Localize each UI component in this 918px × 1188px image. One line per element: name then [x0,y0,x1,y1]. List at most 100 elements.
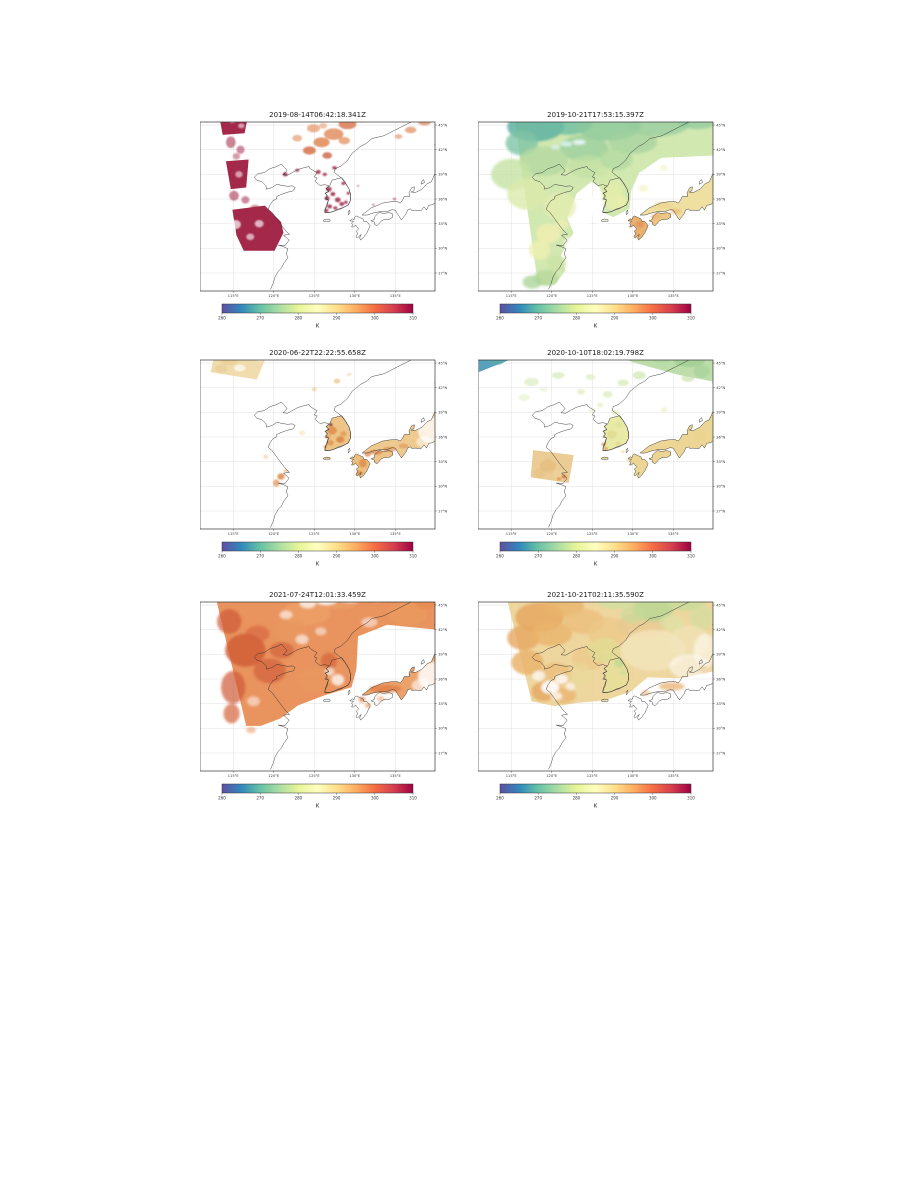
colorbar-tick-label: 290 [611,796,619,801]
map-plot: 45°N 42°N 39°N 36°N 33°N 30°N 27°N 115°E 120°E 12… [199,601,448,778]
panel-title: 2020-06-22T22:22:55.658Z [269,349,366,357]
y-axis-tick-label: 42°N [438,386,447,390]
colorbar-tick-label: 270 [534,554,542,559]
colorbar-tick-label: 300 [371,796,379,801]
colorbar-gradient [221,541,414,552]
colorbar-tick-label: 310 [409,316,417,321]
x-axis-tick-label: 125°E [587,532,599,536]
y-axis-tick-label: 36°N [716,677,725,681]
coastline-sado [420,417,425,423]
y-axis-tick-label: 39°N [716,411,725,415]
land-fill-kyushu [627,215,649,241]
colorbar-tick-label: 300 [371,316,379,321]
y-axis-tick-label: 27°N [716,509,725,513]
x-axis-tick-label: 125°E [309,774,321,778]
map-panel: 2019-08-14T06:42:18.341Z 45°N 42°N 39°N 36°N… [199,108,468,332]
y-axis-tick-label: 39°N [438,411,447,415]
y-axis-tick-label: 27°N [716,271,725,275]
colorbar-tick-label: 270 [256,316,264,321]
panel-title: 2021-07-24T12:01:33.459Z [269,591,366,599]
coastline-honshu [639,653,713,701]
coastline-kyushu [627,215,649,241]
colorbar-tick-label: 310 [687,316,695,321]
y-axis-tick-label: 30°N [716,247,725,251]
x-axis-tick-label: 130°E [349,532,361,536]
colorbar-label: K [316,562,320,568]
y-axis-tick-label: 45°N [716,361,725,365]
x-axis-tick-label: 125°E [309,294,321,298]
x-axis-tick-label: 135°E [668,294,680,298]
coastline-shikoku [648,450,672,465]
data-patches [214,360,435,487]
y-axis-tick-label: 33°N [438,222,447,226]
coastline-tsushima [347,689,351,696]
panel-title: 2019-10-21T17:53:15.397Z [547,111,644,119]
x-axis-tick-label: 125°E [587,774,599,778]
map-plot: 45°N 42°N 39°N 36°N 33°N 30°N 27°N 115°E 120°E 12… [477,601,726,778]
colorbar-label: K [316,324,320,330]
colorbar-gradient [221,783,414,794]
map-plot: 45°N 42°N 39°N 36°N 33°N 30°N 27°N 115°E 120°E 12… [477,359,726,536]
map-panel: 2021-07-24T12:01:33.459Z 45°N 42°N 39°N 36°N… [199,588,468,812]
colorbar-tick-label: 290 [333,554,341,559]
land-fill-honshu [640,411,713,458]
panel-title: 2020-10-10T18:02:19.798Z [547,349,644,357]
coastline-skorea [602,177,629,213]
coastline-honshu [361,411,435,459]
x-axis-tick-label: 135°E [390,294,402,298]
x-axis-tick-label: 120°E [546,774,558,778]
colorbar-tick-label: 280 [573,316,581,321]
colorbar-tick-label: 310 [687,554,695,559]
colorbar-gradient [499,303,692,314]
land-fill-kyushu [627,453,649,479]
colorbar-tick-label: 260 [496,316,504,321]
map-frame [199,121,436,292]
coastline-shikoku [370,212,394,227]
colorbar: 260 270 280 290 300 310 K [218,783,417,810]
colorbar-tick-label: 270 [256,796,264,801]
map-figure-svg: 2020-06-22T22:22:55.658Z 45°N 42°N 39°N 36°N… [199,349,448,568]
colorbar-label: K [594,562,598,568]
y-axis-tick-label: 27°N [438,751,447,755]
x-axis-tick-label: 115°E [506,774,518,778]
y-axis-tick-label: 36°N [716,197,725,201]
coastline-sado [698,179,703,185]
x-axis-tick-label: 120°E [546,532,558,536]
data-swath [232,205,284,251]
coastline-shikoku [648,212,672,227]
y-axis-tick-label: 39°N [438,653,447,657]
y-axis-tick-label: 33°N [716,702,725,706]
map-figure-svg: 2019-08-14T06:42:18.341Z 45°N 42°N 39°N 36°N… [199,111,448,330]
land-fill-shikoku [648,450,671,464]
y-axis-tick-label: 33°N [716,460,725,464]
colorbar: 260 270 280 290 300 310 K [218,541,417,568]
panel-title: 2021-10-21T02:11:35.590Z [547,591,644,599]
y-axis-tick-label: 33°N [438,460,447,464]
x-axis-tick-label: 120°E [268,532,280,536]
coastline-shikoku [370,692,394,707]
map-panel: 2020-10-10T18:02:19.798Z 45°N 42°N 39°N 36°N… [477,346,746,570]
x-axis-tick-label: 135°E [668,532,680,536]
land-fill-honshu [362,411,435,458]
x-axis-tick-label: 115°E [228,532,240,536]
y-axis-tick-label: 30°N [716,727,725,731]
colorbar-tick-label: 270 [534,796,542,801]
y-axis-tick-label: 30°N [438,727,447,731]
x-axis-tick-label: 120°E [268,294,280,298]
y-axis-tick-label: 27°N [438,271,447,275]
coastline-sado [698,659,703,665]
y-axis-tick-label: 39°N [716,173,725,177]
colorbar: 260 270 280 290 300 310 K [218,303,417,330]
coastline-tsushima [625,689,629,696]
y-axis-tick-label: 42°N [716,628,725,632]
coastline-tsushima [625,447,629,454]
colorbar-tick-label: 290 [333,316,341,321]
x-axis-tick-label: 120°E [546,294,558,298]
colorbar-tick-label: 280 [295,796,303,801]
coastline-tsushima [625,209,629,216]
colorbar: 260 270 280 290 300 310 K [496,303,695,330]
colorbar-tick-label: 260 [496,554,504,559]
colorbar-tick-label: 280 [295,554,303,559]
y-axis-tick-label: 33°N [716,222,725,226]
